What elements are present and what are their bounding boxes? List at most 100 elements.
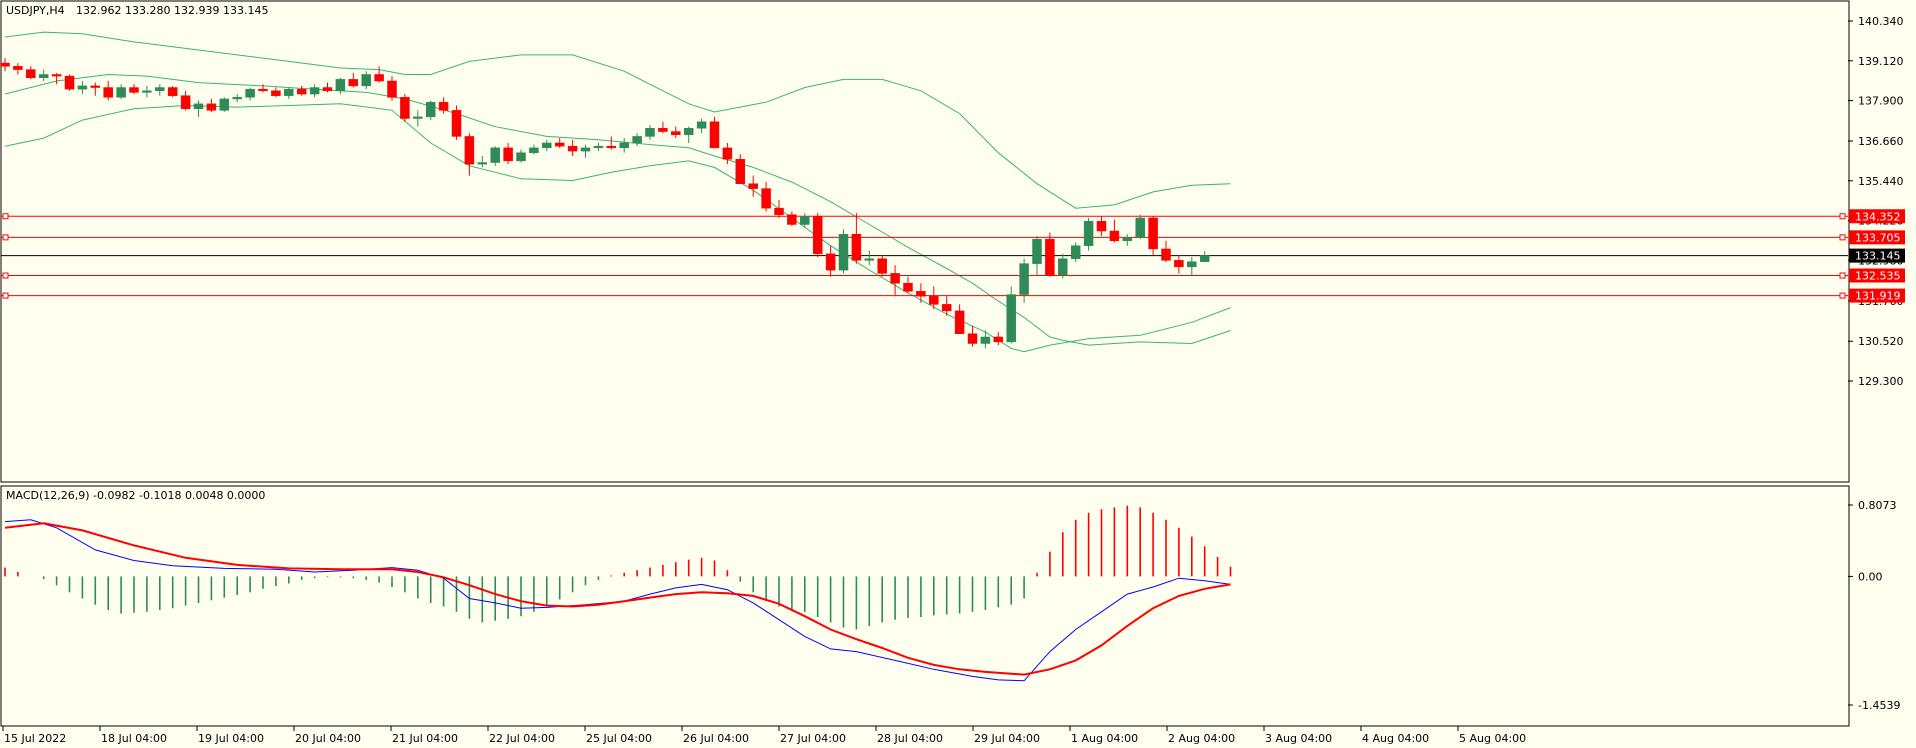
bear-candle xyxy=(787,214,797,225)
bear-candle xyxy=(1148,217,1158,250)
time-tick-label: 28 Jul 04:00 xyxy=(877,732,943,745)
bear-candle xyxy=(825,253,836,271)
time-axis: 15 Jul 2022 18 Jul 04:00 19 Jul 04:00 20 Ju… xyxy=(2,726,1526,745)
signal-line xyxy=(4,522,1231,676)
bear-candle xyxy=(567,145,578,152)
current-price-tag-bg xyxy=(1849,248,1905,263)
bear-candle xyxy=(890,273,900,284)
bear-candle xyxy=(554,142,565,147)
bear-candle xyxy=(348,79,359,87)
ohlc-readout: 132.962 133.280 132.939 133.145 xyxy=(76,4,268,17)
bull-candle xyxy=(1032,238,1042,264)
bear-candle xyxy=(851,234,862,261)
bear-candle xyxy=(438,101,449,111)
bollinger-bands xyxy=(4,31,1231,353)
bear-candle xyxy=(206,103,217,111)
price-tick-label: 139.120 xyxy=(1858,55,1904,68)
bear-candle xyxy=(1096,220,1107,232)
bear-candle xyxy=(322,87,333,92)
bull-candle xyxy=(1070,245,1081,259)
bull-candle xyxy=(619,142,629,149)
bear-candle xyxy=(761,188,771,209)
bear-candle xyxy=(774,207,784,215)
bear-candle xyxy=(877,258,887,274)
bull-candle xyxy=(284,88,294,96)
bear-candle xyxy=(709,121,720,149)
symbol-label: USDJPY,H4 xyxy=(6,4,65,17)
time-tick-label: 21 Jul 04:00 xyxy=(392,732,458,745)
bear-candle xyxy=(26,69,36,78)
level-tag-bg xyxy=(1849,288,1905,303)
bear-candle xyxy=(722,147,733,160)
bear-candle xyxy=(400,97,410,119)
bull-candle xyxy=(155,87,165,92)
bear-candle xyxy=(967,333,978,344)
bull-candle xyxy=(645,128,655,137)
level-handle-right xyxy=(1839,272,1846,279)
time-tick-label: 19 Jul 04:00 xyxy=(198,732,264,745)
bb-upper-line xyxy=(4,31,1231,209)
bull-candle xyxy=(1019,263,1029,295)
level-handle-left xyxy=(2,272,9,279)
bull-candle xyxy=(838,234,849,271)
bull-candle xyxy=(800,216,810,225)
time-tick-label: 26 Jul 04:00 xyxy=(683,732,749,745)
bear-candle xyxy=(929,295,939,305)
level-tag-bg xyxy=(1849,230,1905,245)
bear-candle xyxy=(387,80,397,98)
bull-candle xyxy=(580,147,591,152)
bear-candle xyxy=(993,336,1004,343)
time-tick-label: 22 Jul 04:00 xyxy=(489,732,555,745)
bb-lower-line xyxy=(4,103,1231,353)
level-tag-bg xyxy=(1849,268,1905,283)
macd-title: MACD(12,26,9) -0.0982 -0.1018 0.0048 0.0… xyxy=(6,489,265,502)
bull-candle xyxy=(516,152,526,162)
time-tick-label: 4 Aug 04:00 xyxy=(1362,732,1429,745)
bull-candle xyxy=(232,97,242,100)
price-tick-label: 136.660 xyxy=(1858,135,1904,148)
bull-candle xyxy=(1058,258,1068,276)
bear-candle xyxy=(903,282,913,292)
bear-candle xyxy=(1109,230,1120,242)
bull-candle xyxy=(1083,220,1094,246)
bull-candle xyxy=(361,74,371,87)
bear-candle xyxy=(606,145,617,149)
bear-candle xyxy=(180,95,191,109)
time-tick-label: 3 Aug 04:00 xyxy=(1265,732,1332,745)
bull-candle xyxy=(593,145,604,149)
bull-candle xyxy=(38,74,49,78)
level-tag-label: 133.705 xyxy=(1855,231,1901,244)
bear-candle xyxy=(296,88,307,95)
time-tick-label: 1 Aug 04:00 xyxy=(1071,732,1138,745)
bull-candle xyxy=(1006,294,1016,343)
bear-candle xyxy=(258,88,268,92)
bear-candle xyxy=(916,291,926,297)
bear-candle xyxy=(1045,238,1055,276)
bull-candle xyxy=(245,88,255,98)
price-tick-label: 130.520 xyxy=(1858,335,1904,348)
bull-candle xyxy=(632,136,642,144)
bear-candle xyxy=(90,85,101,88)
bear-candle xyxy=(64,75,75,90)
level-tag-label: 132.535 xyxy=(1855,270,1901,283)
bull-candle xyxy=(77,85,88,90)
bull-candle xyxy=(193,103,204,109)
macd-indicator: 0.8073 0.00 -1.4539 xyxy=(4,499,1900,712)
bear-candle xyxy=(658,128,668,132)
bear-candle xyxy=(129,87,139,93)
bull-candle xyxy=(542,142,552,149)
bull-candle xyxy=(477,162,488,165)
level-tag-bg xyxy=(1849,209,1905,224)
level-handle-right xyxy=(1839,213,1846,220)
bull-candle xyxy=(413,116,423,119)
bull-candle xyxy=(142,90,152,93)
bull-candle xyxy=(529,147,539,153)
bear-candle xyxy=(13,66,23,70)
time-tick-label: 29 Jul 04:00 xyxy=(974,732,1040,745)
bull-candle xyxy=(1122,237,1133,242)
bear-candle xyxy=(671,131,681,136)
bull-candle xyxy=(490,147,500,163)
time-tick-label: 27 Jul 04:00 xyxy=(780,732,846,745)
bull-candle xyxy=(116,87,126,98)
